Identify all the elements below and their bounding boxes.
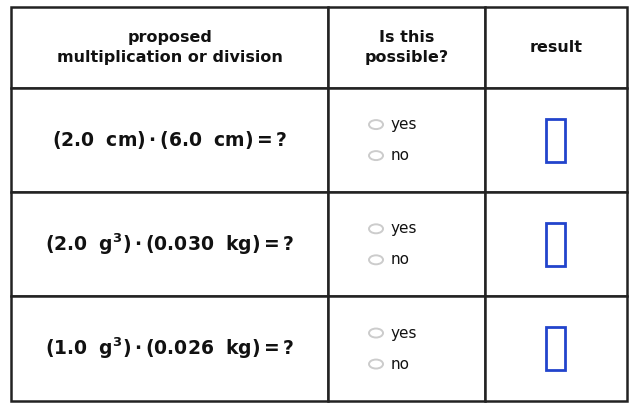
Bar bbox=[546, 223, 565, 266]
Bar bbox=[485, 297, 627, 401]
Circle shape bbox=[369, 255, 383, 264]
Text: proposed
multiplication or division: proposed multiplication or division bbox=[57, 30, 283, 65]
Bar bbox=[328, 192, 485, 297]
Text: yes: yes bbox=[390, 117, 417, 132]
Circle shape bbox=[369, 359, 383, 368]
Bar bbox=[485, 192, 627, 297]
Circle shape bbox=[369, 224, 383, 233]
Bar bbox=[328, 88, 485, 192]
Text: no: no bbox=[390, 252, 410, 267]
Bar bbox=[485, 7, 627, 88]
Text: $\mathbf{(1.0\ \ g^{3})\cdot(0.026\ \ kg) = ?}$: $\mathbf{(1.0\ \ g^{3})\cdot(0.026\ \ kg… bbox=[45, 336, 295, 361]
Bar bbox=[328, 7, 485, 88]
Bar bbox=[11, 7, 328, 88]
Text: $\mathbf{(2.0\ \ cm)\cdot(6.0\ \ cm) = ?}$: $\mathbf{(2.0\ \ cm)\cdot(6.0\ \ cm) = ?… bbox=[52, 129, 288, 151]
Circle shape bbox=[369, 328, 383, 337]
Bar bbox=[485, 88, 627, 192]
Bar bbox=[546, 327, 565, 370]
Bar bbox=[11, 297, 328, 401]
Text: no: no bbox=[390, 148, 410, 163]
Bar bbox=[328, 297, 485, 401]
Text: $\mathbf{(2.0\ \ g^{3})\cdot(0.030\ \ kg) = ?}$: $\mathbf{(2.0\ \ g^{3})\cdot(0.030\ \ kg… bbox=[45, 232, 295, 257]
Text: result: result bbox=[530, 40, 582, 55]
Bar bbox=[546, 119, 565, 162]
Text: yes: yes bbox=[390, 326, 417, 341]
Circle shape bbox=[369, 120, 383, 129]
Text: Is this
possible?: Is this possible? bbox=[364, 30, 449, 65]
Text: no: no bbox=[390, 357, 410, 372]
Circle shape bbox=[369, 151, 383, 160]
Bar bbox=[11, 192, 328, 297]
Text: yes: yes bbox=[390, 221, 417, 236]
Bar bbox=[11, 88, 328, 192]
